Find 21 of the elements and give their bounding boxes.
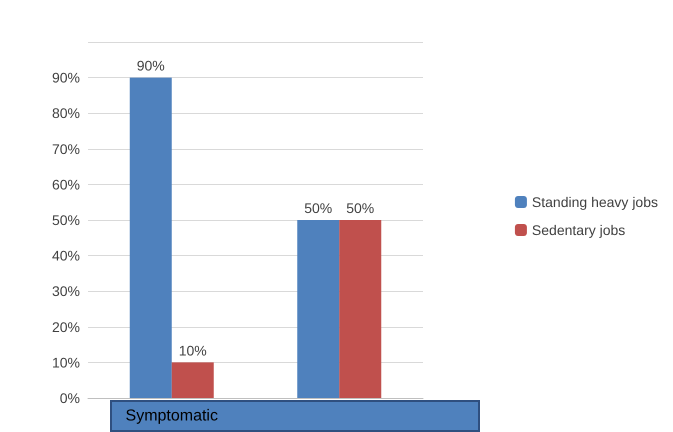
legend-label: Sedentary jobs [532,222,626,238]
y-tick-label: 0% [60,390,80,406]
bar [130,78,172,398]
data-label: 50% [346,200,374,216]
y-tick-label: 90% [52,70,80,86]
legend-label: Standing heavy jobs [532,194,658,210]
data-label: 50% [304,200,332,216]
y-tick-label: 40% [52,248,80,264]
y-tick-label: 60% [52,176,80,192]
x-tick-label: Symptomatic [126,408,218,424]
y-tick-label: 50% [52,212,80,228]
bar [339,220,382,398]
data-label: 90% [136,58,165,74]
data-label: 10% [178,342,207,358]
bar [172,362,214,398]
y-tick-label: 70% [52,140,80,157]
y-tick-label: 80% [52,105,80,122]
bar [297,220,340,398]
y-tick-label: 20% [52,318,80,335]
y-tick-label: 30% [52,283,80,300]
y-tick-label: 10% [52,354,80,370]
